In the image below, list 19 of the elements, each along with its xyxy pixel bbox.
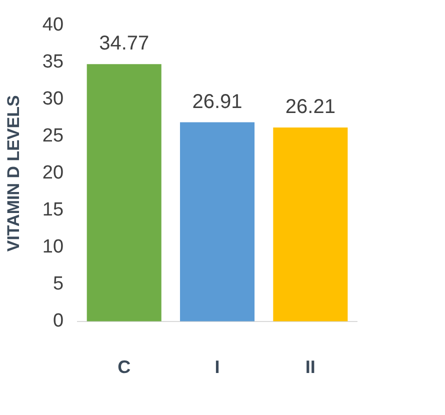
y-tick-label: 40 bbox=[42, 14, 64, 36]
y-tick-label: 20 bbox=[42, 162, 64, 184]
x-tick-label: C bbox=[118, 357, 131, 378]
y-tick-label: 35 bbox=[42, 52, 64, 73]
data-label: 26.21 bbox=[285, 96, 336, 118]
y-tick-label: 15 bbox=[42, 200, 64, 221]
bar bbox=[180, 122, 255, 322]
y-axis-title: VITAMIN D LEVELS bbox=[4, 95, 23, 252]
y-tick-label: 10 bbox=[42, 236, 64, 258]
y-tick-label: 25 bbox=[42, 126, 64, 147]
bar bbox=[86, 64, 162, 322]
data-label: 26.91 bbox=[192, 90, 242, 113]
x-tick-label: II bbox=[305, 357, 316, 378]
bar bbox=[273, 127, 348, 322]
y-tick-label: 0 bbox=[52, 310, 64, 332]
y-tick-label: 5 bbox=[52, 274, 64, 295]
y-tick-label: 30 bbox=[42, 88, 64, 110]
data-label: 34.77 bbox=[99, 32, 150, 55]
x-tick-label: I bbox=[214, 357, 220, 378]
